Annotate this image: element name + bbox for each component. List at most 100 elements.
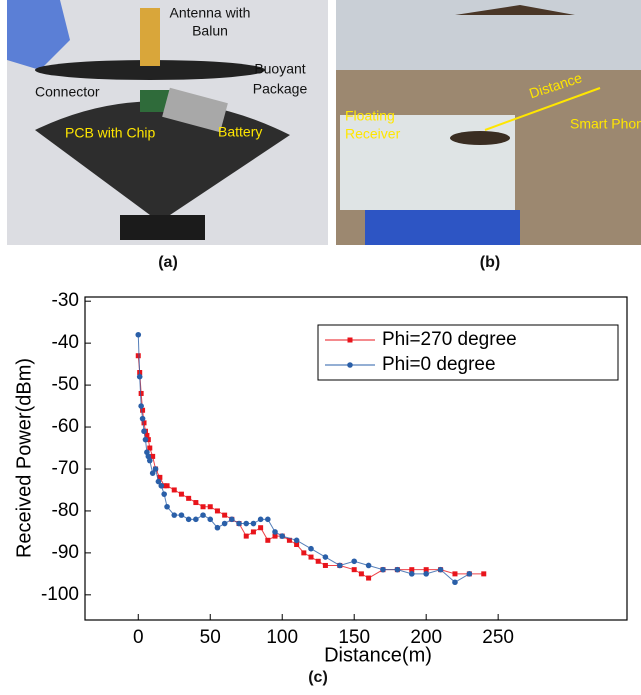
marker: [193, 516, 199, 523]
marker: [222, 512, 228, 518]
marker: [178, 512, 185, 518]
marker: [250, 529, 256, 535]
marker: [351, 567, 357, 573]
marker: [286, 537, 292, 543]
marker: [347, 362, 353, 368]
marker: [236, 520, 242, 527]
box: [340, 115, 515, 210]
marker: [157, 474, 163, 480]
marker: [144, 432, 150, 438]
marker: [481, 571, 487, 577]
label: PCB with Chip: [65, 125, 155, 141]
distance-line: [484, 87, 601, 131]
gazebo: [455, 5, 575, 15]
y-tick-label: -100: [41, 584, 79, 605]
marker: [141, 420, 147, 426]
label: Package: [253, 81, 308, 97]
marker: [193, 500, 199, 506]
label: Balun: [192, 23, 228, 39]
stand: [120, 215, 205, 240]
marker: [161, 491, 167, 497]
marker: [423, 567, 429, 573]
marker: [315, 558, 321, 564]
marker: [272, 529, 278, 535]
marker: [200, 512, 206, 518]
marker: [135, 353, 141, 359]
marker: [423, 571, 429, 577]
x-tick-label: 250: [482, 627, 514, 648]
marker: [466, 571, 473, 577]
marker: [308, 554, 314, 560]
label: Smart Phone: [570, 116, 641, 132]
antenna: [140, 8, 160, 66]
marker: [394, 566, 401, 573]
marker: [365, 562, 372, 569]
marker: [161, 483, 167, 489]
marker: [229, 516, 235, 523]
marker: [141, 428, 147, 435]
marker: [152, 466, 159, 472]
marker: [185, 516, 192, 523]
marker: [140, 407, 146, 413]
marker: [272, 533, 278, 539]
y-axis-label: Received Power(dBm): [13, 358, 35, 558]
stand: [365, 210, 520, 245]
marker: [207, 516, 214, 523]
marker: [322, 554, 329, 560]
caption: (c): [308, 669, 328, 686]
label: Floating: [345, 108, 395, 124]
marker: [265, 537, 271, 543]
marker: [164, 503, 170, 510]
legend-label: Phi=0 degree: [382, 354, 496, 375]
marker: [358, 571, 364, 577]
marker: [200, 504, 206, 510]
marker: [301, 550, 307, 556]
marker: [135, 331, 142, 338]
marker: [279, 533, 286, 539]
legend-label: Phi=270 degree: [382, 329, 517, 350]
marker: [136, 373, 143, 380]
caption: (a): [158, 254, 178, 271]
marker: [452, 571, 458, 577]
marker: [146, 457, 153, 464]
x-tick-label: 50: [200, 627, 221, 648]
y-tick-label: -60: [52, 416, 79, 437]
hull: [35, 101, 290, 215]
marker: [308, 545, 314, 552]
x-axis-label: Distance(m): [324, 644, 432, 666]
marker: [294, 541, 300, 547]
marker: [243, 533, 249, 539]
y-tick-label: -80: [52, 500, 79, 521]
marker: [164, 483, 170, 489]
marker: [452, 579, 458, 586]
disc: [35, 60, 265, 80]
label: Battery: [218, 124, 262, 140]
photo-b: Floating Receiver Distance Smart Phone (…: [336, 0, 641, 271]
marker: [214, 508, 220, 514]
marker: [337, 562, 343, 569]
battery: [162, 87, 228, 133]
marker: [214, 524, 221, 531]
marker: [243, 520, 250, 527]
y-tick-label: -50: [52, 374, 79, 395]
marker: [409, 567, 415, 573]
y-tick-label: -70: [52, 458, 79, 479]
legend: [317, 324, 619, 381]
marker: [258, 525, 264, 531]
x-tick-label: 150: [338, 627, 370, 648]
label: Connector: [35, 84, 100, 100]
glove: [7, 0, 70, 70]
marker: [408, 571, 415, 577]
marker: [186, 495, 192, 501]
marker: [147, 445, 153, 451]
marker: [207, 504, 213, 510]
plot-frame: [84, 296, 628, 621]
marker: [178, 491, 184, 497]
label: Receiver: [345, 126, 401, 142]
y-tick-label: -40: [52, 332, 79, 353]
x-tick-label: 100: [266, 627, 298, 648]
series-line: [137, 355, 484, 579]
marker: [250, 520, 257, 527]
